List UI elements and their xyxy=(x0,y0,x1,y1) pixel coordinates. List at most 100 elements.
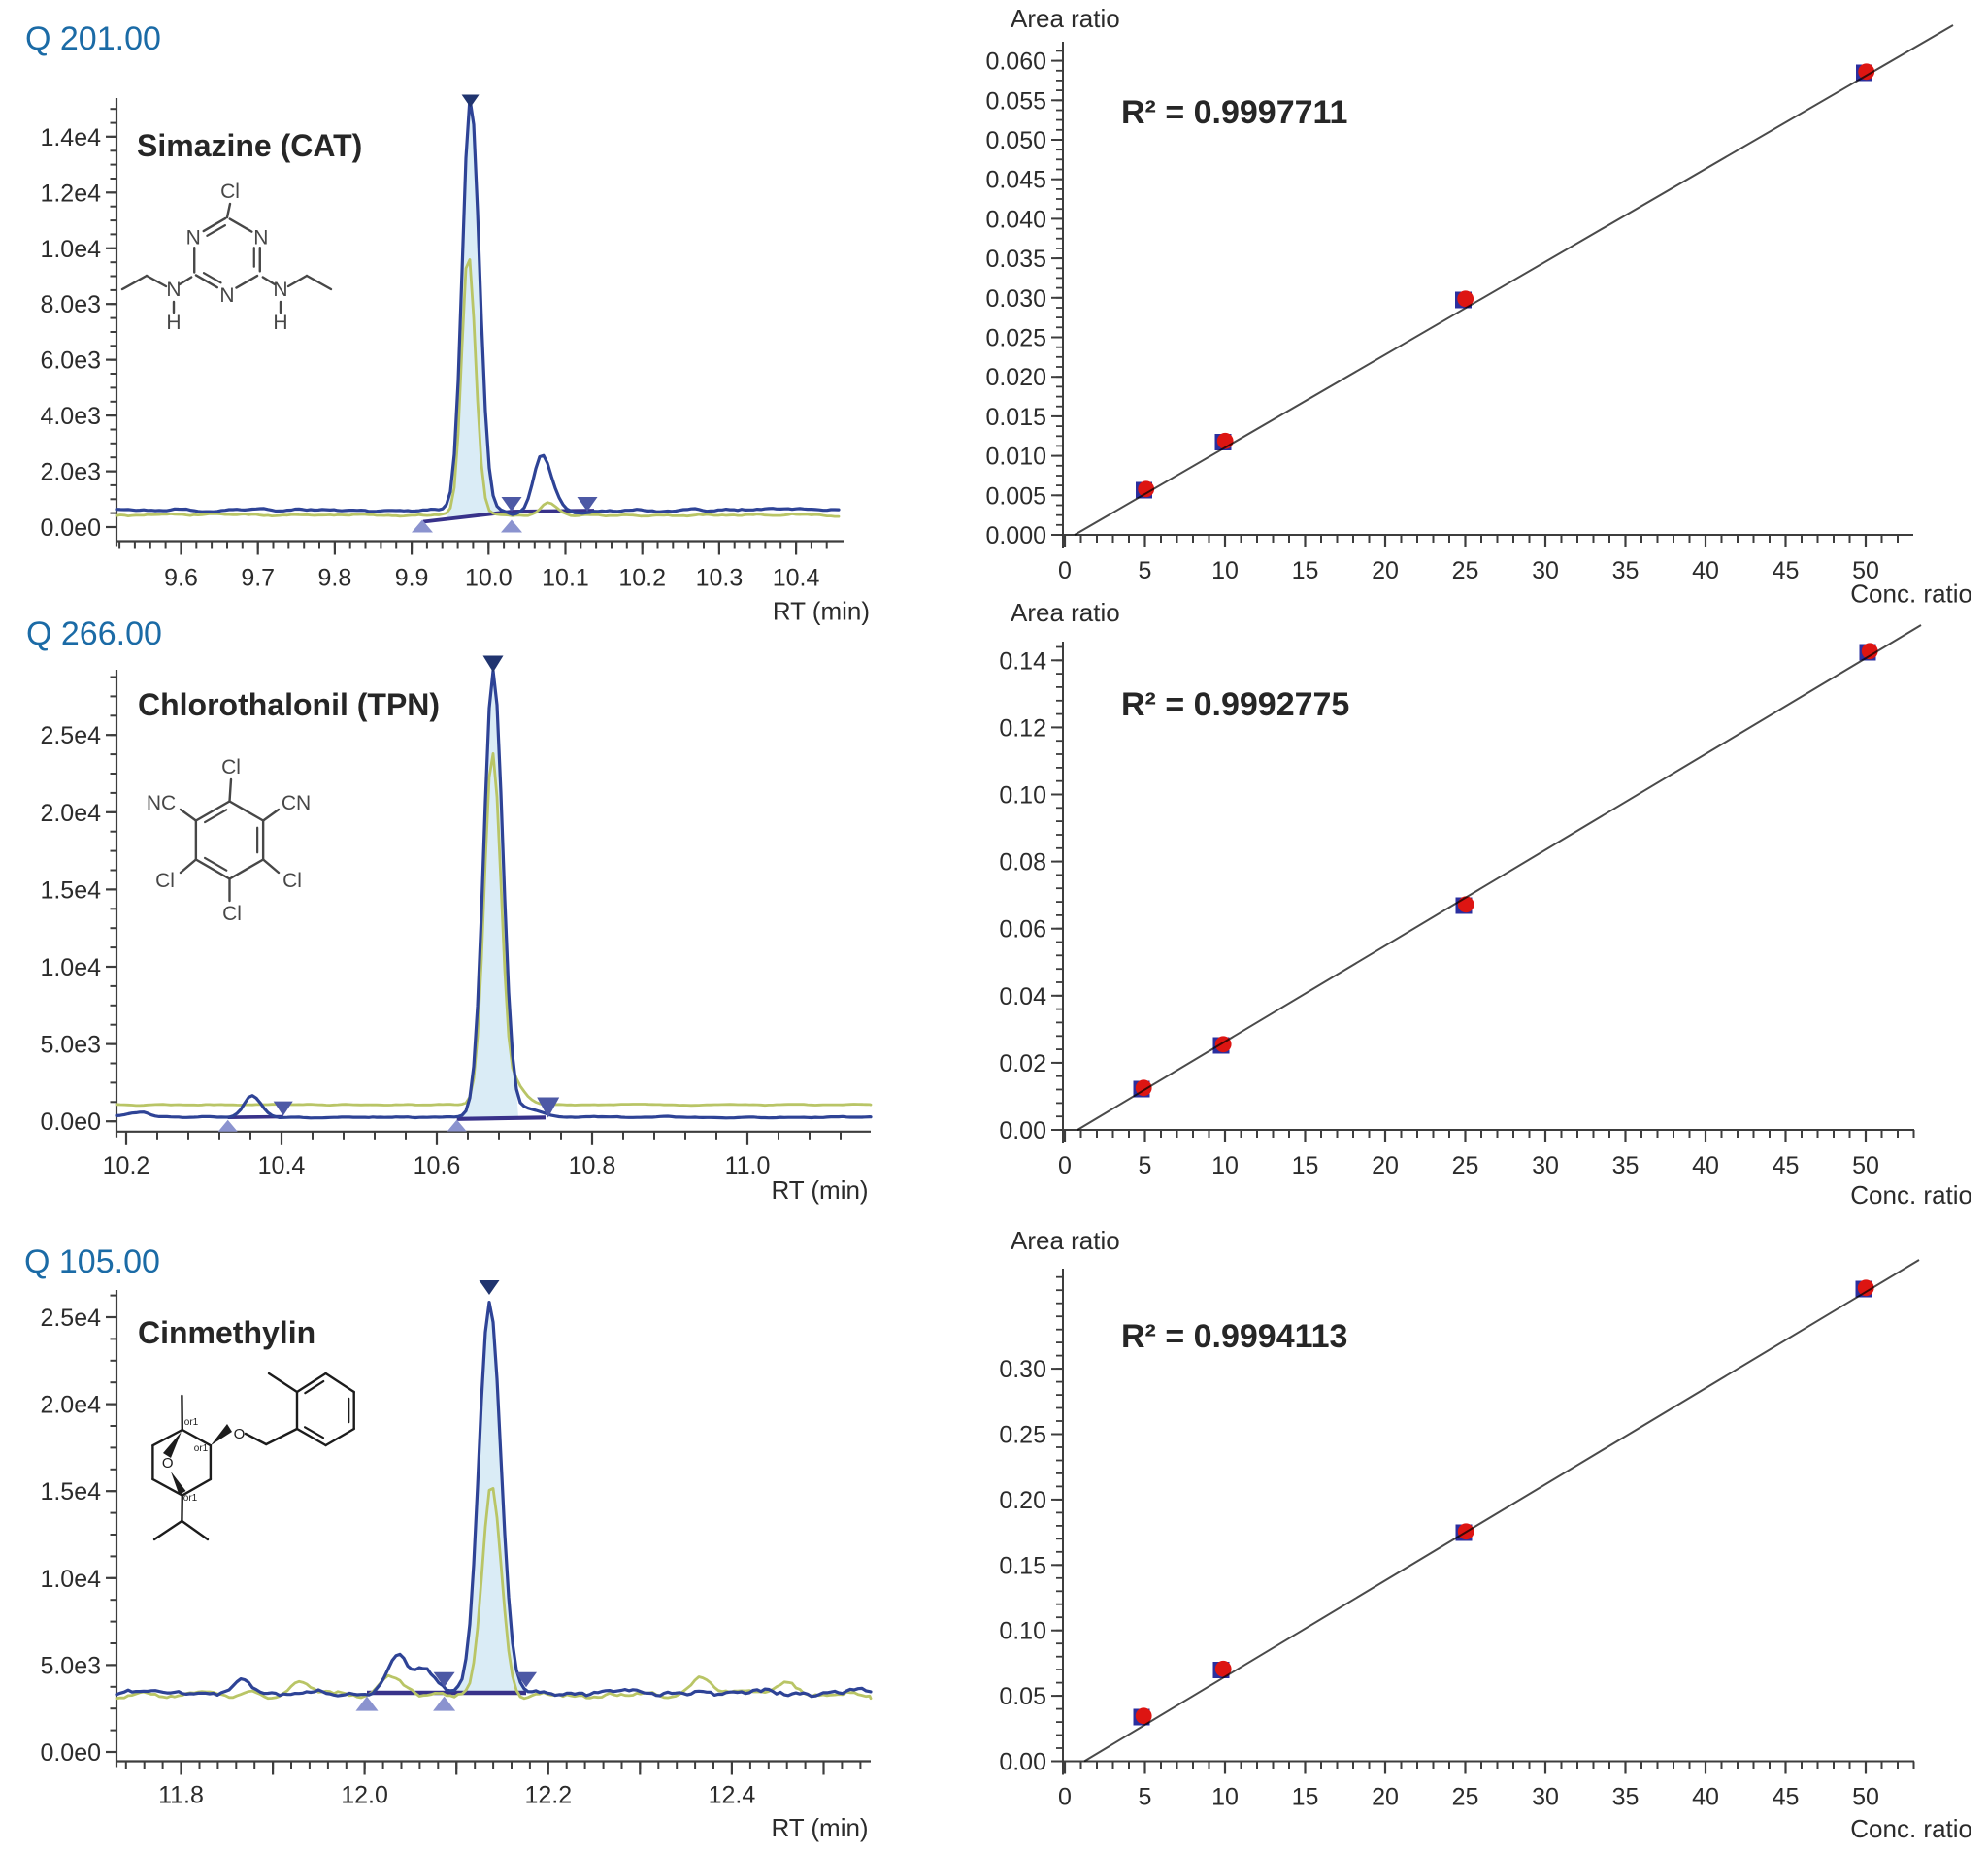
svg-text:0.20: 0.20 xyxy=(999,1487,1046,1514)
svg-text:45: 45 xyxy=(1773,1784,1800,1811)
svg-text:0.035: 0.035 xyxy=(985,246,1046,273)
svg-text:10.0: 10.0 xyxy=(465,565,513,592)
svg-text:20: 20 xyxy=(1372,557,1399,584)
svg-text:Area ratio: Area ratio xyxy=(1011,598,1120,627)
svg-text:0.0e0: 0.0e0 xyxy=(40,514,101,542)
svg-text:Cinmethylin: Cinmethylin xyxy=(138,1315,315,1350)
svg-text:15: 15 xyxy=(1292,557,1319,584)
svg-text:0.060: 0.060 xyxy=(985,49,1046,76)
svg-text:Cl: Cl xyxy=(155,870,175,892)
svg-text:30: 30 xyxy=(1532,557,1559,584)
svg-text:or1: or1 xyxy=(183,1493,198,1504)
svg-text:H: H xyxy=(166,312,181,334)
svg-text:15: 15 xyxy=(1292,1152,1319,1179)
svg-text:0.020: 0.020 xyxy=(985,364,1046,391)
svg-text:1.0e4: 1.0e4 xyxy=(40,954,101,981)
svg-text:10.4: 10.4 xyxy=(773,565,820,592)
svg-text:5.0e3: 5.0e3 xyxy=(40,1652,101,1679)
svg-text:1.0e4: 1.0e4 xyxy=(40,236,101,263)
svg-text:0.10: 0.10 xyxy=(999,1618,1046,1645)
svg-text:RT (min): RT (min) xyxy=(771,1813,868,1842)
svg-text:35: 35 xyxy=(1612,1152,1640,1179)
svg-text:or1: or1 xyxy=(194,1443,209,1454)
svg-text:15: 15 xyxy=(1292,1784,1319,1811)
svg-text:N: N xyxy=(166,279,181,301)
svg-text:8.0e3: 8.0e3 xyxy=(40,291,101,318)
svg-text:Cl: Cl xyxy=(220,181,240,203)
svg-text:N: N xyxy=(253,227,268,249)
svg-text:0.00: 0.00 xyxy=(999,1117,1046,1144)
svg-text:Q 105.00: Q 105.00 xyxy=(24,1243,160,1280)
svg-text:25: 25 xyxy=(1452,557,1479,584)
svg-text:N: N xyxy=(273,279,287,301)
svg-text:10: 10 xyxy=(1211,1152,1239,1179)
svg-text:50: 50 xyxy=(1852,1152,1879,1179)
svg-text:0.040: 0.040 xyxy=(985,206,1046,233)
svg-text:35: 35 xyxy=(1612,557,1640,584)
svg-text:R² = 0.9992775: R² = 0.9992775 xyxy=(1121,686,1349,723)
svg-text:40: 40 xyxy=(1692,1152,1719,1179)
svg-text:Q 266.00: Q 266.00 xyxy=(26,615,162,652)
svg-text:0.06: 0.06 xyxy=(999,916,1046,943)
svg-text:40: 40 xyxy=(1692,557,1719,584)
svg-text:0.08: 0.08 xyxy=(999,849,1046,876)
svg-text:CN: CN xyxy=(282,792,311,814)
svg-text:Conc. ratio: Conc. ratio xyxy=(1850,579,1972,609)
svg-text:2.5e4: 2.5e4 xyxy=(40,1305,101,1332)
svg-text:R² = 0.9994113: R² = 0.9994113 xyxy=(1121,1318,1347,1355)
svg-text:25: 25 xyxy=(1452,1784,1479,1811)
svg-text:N: N xyxy=(186,227,201,249)
svg-text:Cl: Cl xyxy=(282,870,302,892)
svg-text:25: 25 xyxy=(1452,1152,1479,1179)
svg-text:10.1: 10.1 xyxy=(542,565,589,592)
svg-text:1.4e4: 1.4e4 xyxy=(40,124,101,151)
svg-text:2.0e4: 2.0e4 xyxy=(40,1392,101,1419)
svg-text:Simazine (CAT): Simazine (CAT) xyxy=(137,128,362,163)
svg-text:O: O xyxy=(234,1426,246,1442)
svg-text:0.02: 0.02 xyxy=(999,1050,1046,1077)
svg-text:N: N xyxy=(219,284,234,307)
svg-text:0: 0 xyxy=(1058,1152,1072,1179)
svg-text:0.14: 0.14 xyxy=(999,647,1046,675)
svg-text:12.4: 12.4 xyxy=(709,1782,756,1809)
svg-text:10.8: 10.8 xyxy=(569,1152,616,1179)
svg-text:0.025: 0.025 xyxy=(985,325,1046,352)
svg-text:6.0e3: 6.0e3 xyxy=(40,347,101,375)
svg-text:Area ratio: Area ratio xyxy=(1011,1226,1120,1255)
svg-text:10: 10 xyxy=(1211,1784,1239,1811)
svg-text:1.2e4: 1.2e4 xyxy=(40,180,101,207)
svg-text:2.0e4: 2.0e4 xyxy=(40,800,101,827)
svg-text:0.045: 0.045 xyxy=(985,167,1046,194)
svg-text:5: 5 xyxy=(1139,1784,1152,1811)
svg-text:9.9: 9.9 xyxy=(395,565,429,592)
svg-text:or1: or1 xyxy=(184,1417,199,1428)
svg-text:Conc. ratio: Conc. ratio xyxy=(1850,1180,1972,1209)
svg-text:0.030: 0.030 xyxy=(985,285,1046,313)
svg-text:1.5e4: 1.5e4 xyxy=(40,876,101,904)
svg-text:12.0: 12.0 xyxy=(341,1782,388,1809)
svg-text:R² = 0.9997711: R² = 0.9997711 xyxy=(1121,94,1347,131)
svg-text:0.04: 0.04 xyxy=(999,983,1046,1010)
svg-text:0.25: 0.25 xyxy=(999,1422,1046,1449)
svg-text:H: H xyxy=(273,312,287,334)
svg-text:0.0e0: 0.0e0 xyxy=(40,1108,101,1136)
svg-text:Chlorothalonil (TPN): Chlorothalonil (TPN) xyxy=(138,687,440,722)
svg-text:10.3: 10.3 xyxy=(696,565,744,592)
svg-text:11.8: 11.8 xyxy=(158,1782,204,1809)
svg-text:30: 30 xyxy=(1532,1784,1559,1811)
svg-text:0: 0 xyxy=(1058,557,1072,584)
svg-text:1.5e4: 1.5e4 xyxy=(40,1478,101,1505)
svg-text:Cl: Cl xyxy=(222,903,242,925)
svg-text:5: 5 xyxy=(1139,557,1152,584)
svg-text:RT (min): RT (min) xyxy=(773,597,870,626)
svg-text:Cl: Cl xyxy=(221,756,241,778)
svg-text:50: 50 xyxy=(1852,557,1879,584)
svg-text:0.005: 0.005 xyxy=(985,482,1046,510)
svg-text:9.7: 9.7 xyxy=(241,565,275,592)
svg-text:0.05: 0.05 xyxy=(999,1683,1046,1710)
svg-text:10: 10 xyxy=(1211,557,1239,584)
svg-text:20: 20 xyxy=(1372,1152,1399,1179)
svg-text:RT (min): RT (min) xyxy=(771,1175,868,1205)
svg-text:0.12: 0.12 xyxy=(999,714,1046,742)
svg-text:30: 30 xyxy=(1532,1152,1559,1179)
